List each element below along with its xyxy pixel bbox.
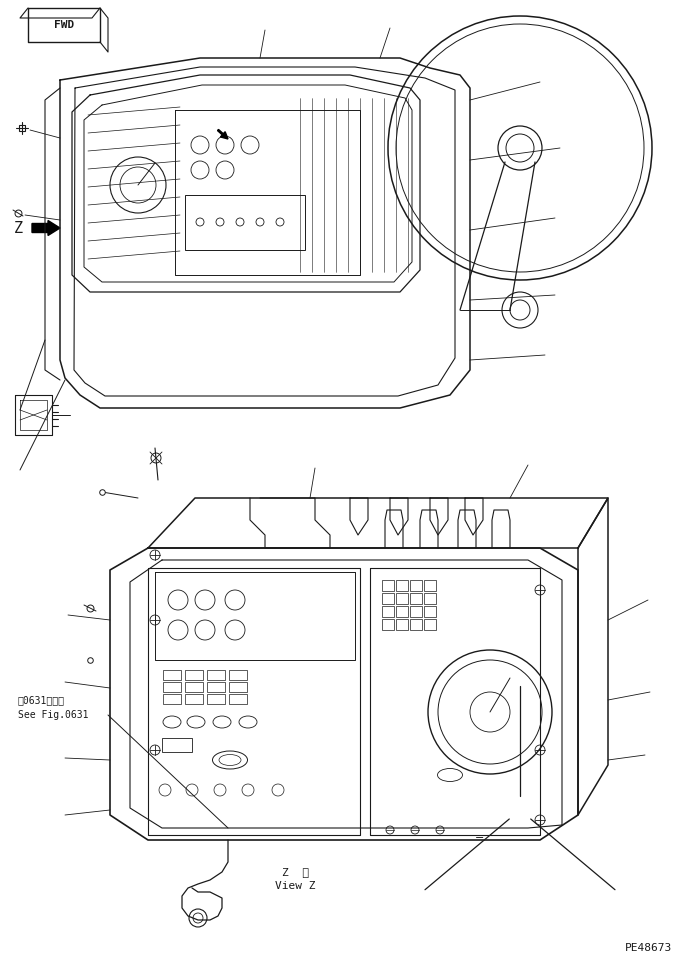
Bar (410, 593, 422, 604)
Bar (382, 619, 394, 630)
Bar (229, 694, 247, 704)
Bar (207, 670, 225, 680)
Text: View Z: View Z (275, 881, 316, 891)
Bar (382, 606, 394, 617)
Bar (424, 606, 436, 617)
Bar (229, 670, 247, 680)
Bar (207, 682, 225, 692)
Bar (396, 580, 408, 591)
Bar (424, 619, 436, 630)
Bar (382, 593, 394, 604)
Text: FWD: FWD (54, 20, 74, 30)
Bar (185, 682, 203, 692)
Bar (207, 694, 225, 704)
Bar (396, 606, 408, 617)
Text: PE48673: PE48673 (625, 943, 672, 953)
Bar (424, 593, 436, 604)
Bar (410, 606, 422, 617)
Bar (163, 694, 181, 704)
Text: Z  視: Z 視 (282, 867, 309, 877)
Text: Z: Z (13, 220, 23, 236)
Bar (162, 738, 192, 752)
Bar (185, 694, 203, 704)
Text: See Fig.0631: See Fig.0631 (18, 710, 89, 720)
Bar (185, 670, 203, 680)
Bar (396, 593, 408, 604)
Text: ㅧ0631図参照: ㅧ0631図参照 (18, 695, 65, 705)
FancyArrow shape (217, 129, 228, 139)
FancyArrow shape (32, 220, 60, 236)
Bar (424, 580, 436, 591)
Bar (163, 670, 181, 680)
Bar (396, 619, 408, 630)
Bar (229, 682, 247, 692)
Bar (185, 195, 305, 250)
Bar (410, 580, 422, 591)
Text: −: − (475, 833, 484, 843)
Bar (410, 619, 422, 630)
Bar (382, 580, 394, 591)
Bar (163, 682, 181, 692)
